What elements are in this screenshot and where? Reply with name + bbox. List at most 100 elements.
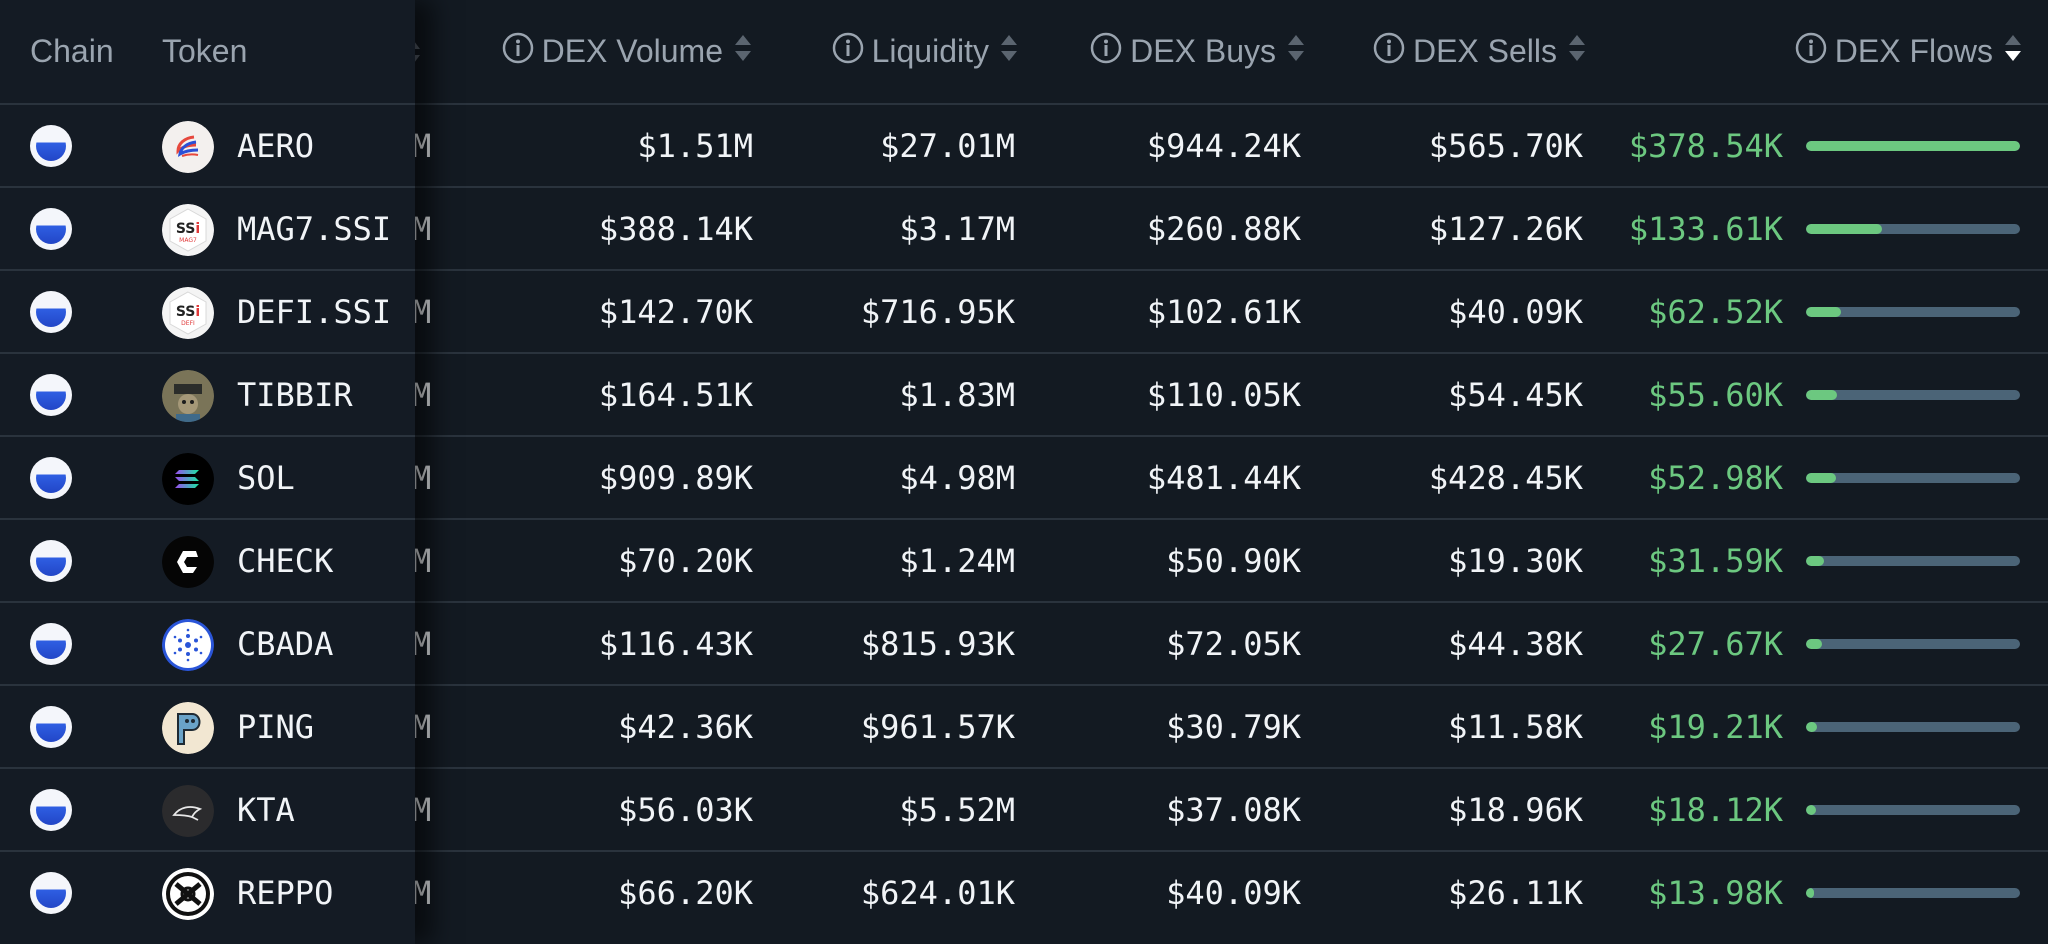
chain-icon bbox=[30, 540, 72, 582]
token-name[interactable]: TIBBIR bbox=[237, 376, 353, 414]
dex-flows-cell: $62.52K bbox=[1648, 293, 1783, 331]
clipped-cell: M bbox=[412, 791, 432, 829]
table-row[interactable]: KTA bbox=[0, 767, 415, 851]
flow-bar bbox=[1806, 390, 2020, 400]
check-logo-icon bbox=[162, 536, 214, 588]
aero-logo-icon bbox=[162, 121, 214, 173]
table-row[interactable]: SSi DEFI DEFI.SSI bbox=[0, 269, 415, 353]
dex-sells-cell: $127.26K bbox=[1428, 210, 1583, 248]
flow-bar-fill bbox=[1806, 473, 1836, 483]
table-row[interactable]: CHECK bbox=[0, 518, 415, 602]
table-row[interactable]: M $142.70K $716.95K $102.61K $40.09K $62.52K bbox=[0, 269, 2048, 353]
header-dex-flows[interactable]: DEX Flows bbox=[1760, 0, 2023, 103]
svg-text:DEFI: DEFI bbox=[181, 320, 195, 327]
dex-buys-cell: $40.09K bbox=[1166, 874, 1301, 912]
dex-buys-cell: $944.24K bbox=[1146, 127, 1301, 165]
liquidity-cell: $27.01M bbox=[880, 127, 1015, 165]
clipped-cell: M bbox=[412, 376, 432, 414]
header-label: DEX Buys bbox=[1130, 33, 1276, 69]
table-row[interactable]: M $1.51M $27.01M $944.24K $565.70K $378.54K bbox=[0, 103, 2048, 187]
chain-icon bbox=[30, 457, 72, 499]
dex-buys-cell: $72.05K bbox=[1166, 625, 1301, 663]
chain-icon bbox=[30, 374, 72, 416]
dex-flows-cell: $13.98K bbox=[1648, 874, 1783, 912]
token-name[interactable]: KTA bbox=[237, 791, 295, 829]
info-icon[interactable] bbox=[1373, 32, 1405, 72]
dex-volume-cell: $42.36K bbox=[618, 708, 753, 746]
token-name[interactable]: REPPO bbox=[237, 874, 334, 912]
dex-flows-cell: $52.98K bbox=[1648, 459, 1783, 497]
flow-bar-fill bbox=[1806, 556, 1824, 566]
info-icon[interactable] bbox=[1795, 32, 1827, 72]
table-row[interactable]: M $56.03K $5.52M $37.08K $18.96K $18.12K bbox=[0, 767, 2048, 851]
info-icon[interactable] bbox=[502, 32, 534, 72]
svg-text:MAG7: MAG7 bbox=[179, 237, 197, 244]
sort-icon[interactable] bbox=[733, 31, 753, 73]
clipped-cell: M bbox=[412, 127, 432, 165]
dex-sells-cell: $54.45K bbox=[1448, 376, 1583, 414]
flow-bar bbox=[1806, 639, 2020, 649]
table-row[interactable]: SOL bbox=[0, 435, 415, 519]
header-dex-sells[interactable]: DEX Sells bbox=[1340, 0, 1587, 103]
dex-sells-cell: $18.96K bbox=[1448, 791, 1583, 829]
token-name[interactable]: PING bbox=[237, 708, 315, 746]
svg-text:SSi: SSi bbox=[176, 221, 200, 237]
dex-sells-cell: $26.11K bbox=[1448, 874, 1583, 912]
token-name[interactable]: SOL bbox=[237, 459, 295, 497]
flow-bar bbox=[1806, 307, 2020, 317]
table-row[interactable]: M $909.89K $4.98M $481.44K $428.45K $52.98K bbox=[0, 435, 2048, 519]
dex-volume-cell: $388.14K bbox=[598, 210, 753, 248]
flow-bar-fill bbox=[1806, 141, 2020, 151]
table-row[interactable]: M $116.43K $815.93K $72.05K $44.38K $27.67K bbox=[0, 601, 2048, 685]
liquidity-cell: $716.95K bbox=[860, 293, 1015, 331]
sort-icon[interactable] bbox=[1567, 31, 1587, 73]
table-row[interactable]: M $66.20K $624.01K $40.09K $26.11K $13.98K bbox=[0, 850, 2048, 934]
tibbir-logo-icon bbox=[162, 370, 214, 422]
ssi-mag7-logo-icon: SSi MAG7 bbox=[162, 204, 214, 256]
table-row[interactable]: M $388.14K $3.17M $260.88K $127.26K $133.61K bbox=[0, 186, 2048, 270]
flow-bar bbox=[1806, 473, 2020, 483]
header-liquidity[interactable]: Liquidity bbox=[790, 0, 1019, 103]
chain-icon bbox=[30, 291, 72, 333]
table-row[interactable]: CBADA bbox=[0, 601, 415, 685]
clipped-cell: M bbox=[412, 625, 432, 663]
token-name[interactable]: CHECK bbox=[237, 542, 334, 580]
table-row[interactable]: M $42.36K $961.57K $30.79K $11.58K $19.21K bbox=[0, 684, 2048, 768]
token-name[interactable]: AERO bbox=[237, 127, 315, 165]
liquidity-cell: $1.83M bbox=[899, 376, 1015, 414]
clipped-cell: M bbox=[412, 542, 432, 580]
table-row[interactable]: M $70.20K $1.24M $50.90K $19.30K $31.59K bbox=[0, 518, 2048, 602]
header-dex-volume[interactable]: DEX Volume bbox=[470, 0, 753, 103]
dex-flows-cell: $133.61K bbox=[1628, 210, 1783, 248]
dex-flows-cell: $55.60K bbox=[1648, 376, 1783, 414]
table-row[interactable]: SSi MAG7 MAG7.SSI bbox=[0, 186, 415, 270]
info-icon[interactable] bbox=[832, 32, 864, 72]
sticky-header: Chain Token bbox=[0, 0, 415, 103]
token-name[interactable]: MAG7.SSI bbox=[237, 210, 392, 248]
table-row[interactable]: M $164.51K $1.83M $110.05K $54.45K $55.60K bbox=[0, 352, 2048, 436]
dex-volume-cell: $142.70K bbox=[598, 293, 753, 331]
table-row[interactable]: AERO bbox=[0, 103, 415, 187]
dex-volume-cell: $116.43K bbox=[598, 625, 753, 663]
dex-volume-cell: $66.20K bbox=[618, 874, 753, 912]
info-icon[interactable] bbox=[1090, 32, 1122, 72]
table-row[interactable]: TIBBIR bbox=[0, 352, 415, 436]
token-name[interactable]: DEFI.SSI bbox=[237, 293, 392, 331]
dex-buys-cell: $37.08K bbox=[1166, 791, 1301, 829]
flow-bar-fill bbox=[1806, 307, 1841, 317]
header-chain[interactable]: Chain bbox=[30, 33, 114, 69]
header-token[interactable]: Token bbox=[162, 33, 248, 69]
token-name[interactable]: CBADA bbox=[237, 625, 334, 663]
sort-icon[interactable] bbox=[999, 31, 1019, 73]
flow-bar-fill bbox=[1806, 722, 1817, 732]
liquidity-cell: $815.93K bbox=[860, 625, 1015, 663]
table-row[interactable]: REPPO bbox=[0, 850, 415, 934]
dex-volume-cell: $164.51K bbox=[598, 376, 753, 414]
dex-buys-cell: $102.61K bbox=[1146, 293, 1301, 331]
sort-descending-icon[interactable] bbox=[2003, 31, 2023, 73]
header-dex-buys[interactable]: DEX Buys bbox=[1060, 0, 1306, 103]
sort-icon[interactable] bbox=[1286, 31, 1306, 73]
table-row[interactable]: PING bbox=[0, 684, 415, 768]
dex-buys-cell: $481.44K bbox=[1146, 459, 1301, 497]
